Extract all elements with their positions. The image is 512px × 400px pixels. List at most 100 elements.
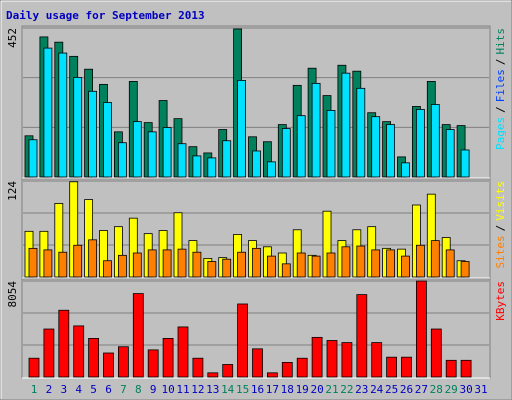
bar (88, 338, 99, 378)
bar (326, 252, 336, 278)
x-tick-label: 21 (325, 383, 338, 396)
bar (460, 261, 470, 278)
bar (460, 149, 470, 178)
bar (415, 280, 427, 378)
x-tick-label: 13 (206, 383, 219, 396)
bar (252, 348, 263, 378)
bar (177, 248, 187, 278)
x-tick-label: 20 (310, 383, 323, 396)
bar (43, 249, 53, 278)
x-tick-label: 8 (135, 383, 142, 396)
bar (281, 263, 291, 278)
bar (281, 128, 291, 178)
bar (207, 261, 217, 278)
bar (401, 162, 410, 178)
bar (132, 252, 142, 278)
x-tick-label: 11 (176, 383, 189, 396)
bar (222, 140, 232, 178)
bar (192, 155, 202, 178)
bar (326, 110, 336, 178)
bar (88, 239, 97, 278)
bar (386, 124, 396, 178)
bar (252, 247, 261, 278)
bar (237, 251, 247, 278)
bar (386, 249, 396, 278)
bar (207, 157, 217, 178)
bar (103, 260, 112, 278)
bar (28, 247, 38, 278)
x-tick-label: 7 (120, 383, 127, 396)
bar (311, 255, 321, 278)
y-tick-label: 8054 (6, 281, 19, 308)
bar (266, 372, 278, 378)
bar (341, 246, 351, 278)
x-tick-label: 10 (161, 383, 174, 396)
bar (118, 254, 127, 278)
x-tick-label: 17 (266, 383, 279, 396)
bar (296, 115, 306, 178)
bar (281, 361, 293, 378)
bar (118, 142, 127, 178)
bar (147, 249, 157, 278)
x-tick-label: 15 (236, 383, 249, 396)
legend-separator: / (494, 106, 507, 113)
legend-separator: / (494, 59, 507, 66)
x-tick-label: 18 (281, 383, 294, 396)
bar (401, 356, 412, 378)
bar (266, 161, 276, 178)
x-tick-label: 4 (75, 383, 82, 396)
bar (371, 116, 381, 178)
bar (371, 342, 383, 378)
bar (162, 249, 172, 278)
bar (43, 47, 53, 178)
bar (73, 244, 83, 278)
x-tick-label: 31 (474, 383, 487, 396)
bar (341, 72, 351, 178)
bar (415, 244, 425, 278)
bar (73, 77, 83, 178)
bar (73, 325, 85, 378)
bar (192, 357, 204, 378)
bar (237, 303, 249, 378)
bar (237, 80, 247, 178)
x-tick-label: 22 (340, 383, 353, 396)
bar (296, 357, 308, 378)
x-tick-label: 1 (31, 383, 38, 396)
x-tick-label: 25 (385, 383, 398, 396)
bar (162, 127, 172, 178)
bar (103, 102, 112, 178)
bar (326, 340, 338, 378)
bar (28, 139, 38, 178)
bar (58, 251, 68, 278)
x-tick-label: 28 (430, 383, 443, 396)
bar (430, 328, 442, 378)
bar (311, 336, 323, 378)
x-tick-label: 3 (60, 383, 67, 396)
y-tick-label: 452 (6, 28, 19, 48)
x-tick-label: 27 (415, 383, 428, 396)
chart-title: Daily usage for September 2013 (6, 9, 205, 22)
legend-entry: Pages (494, 117, 507, 150)
bar (162, 338, 174, 378)
bar (296, 252, 306, 278)
x-tick-label: 19 (296, 383, 309, 396)
bar (266, 255, 276, 278)
bar (207, 372, 219, 378)
x-tick-label: 30 (459, 383, 472, 396)
x-tick-label: 12 (191, 383, 204, 396)
x-tick-label: 23 (355, 383, 368, 396)
bar (356, 245, 366, 278)
bar (445, 129, 455, 178)
bar (132, 293, 144, 378)
bar (147, 349, 159, 378)
x-tick-label: 24 (370, 383, 384, 396)
bar (222, 364, 234, 378)
bar (356, 87, 366, 178)
y-tick-label: 124 (6, 181, 19, 201)
bar (147, 131, 157, 178)
bar (118, 346, 129, 378)
x-tick-label: 9 (150, 383, 157, 396)
legend-entry: Files (494, 69, 507, 102)
legend-entry: KBytes (494, 281, 507, 321)
